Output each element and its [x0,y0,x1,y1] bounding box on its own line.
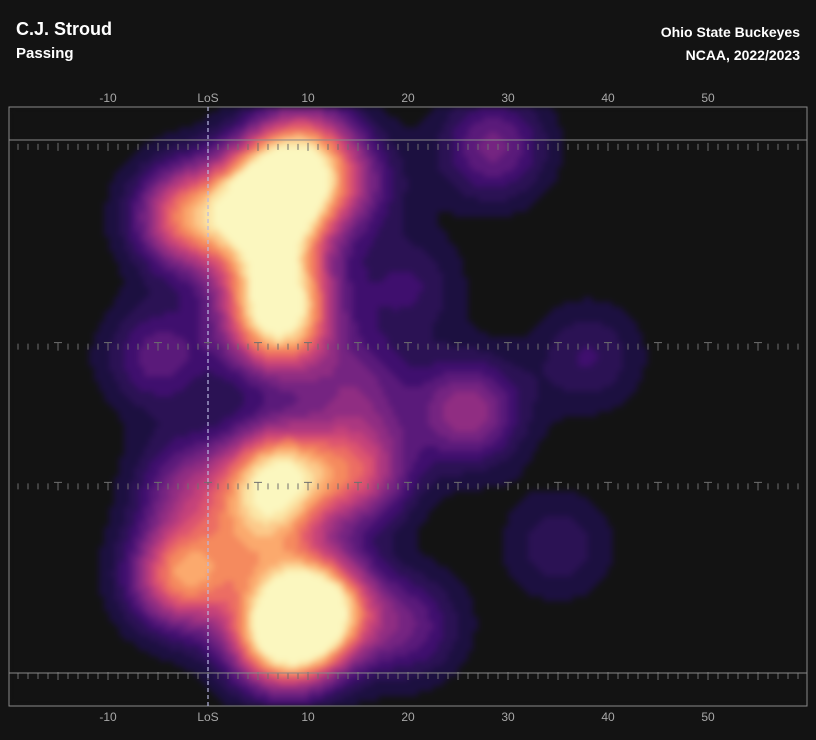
x-tick-label: -10 [99,710,117,724]
density-image [9,107,807,706]
season-label: NCAA, 2022/2023 [685,47,800,63]
hash-row [17,342,799,351]
field-frame [8,106,808,707]
player-name: C.J. Stroud [16,19,113,39]
density-layer [9,107,807,706]
hash-row [17,142,799,151]
play-type: Passing [16,45,74,62]
hash-marks [17,142,799,681]
x-tick-label: 30 [501,91,515,105]
x-tick-label: 50 [701,710,715,724]
team-name: Ohio State Buckeyes [660,24,800,40]
x-tick-label: 40 [601,710,615,724]
x-axis-top: -10 LoS 10 20 30 40 50 [99,91,715,105]
hash-row [17,481,799,491]
x-tick-label: LoS [197,91,218,105]
x-tick-label: 30 [501,710,515,724]
field-border [8,106,808,707]
x-tick-label: 50 [701,91,715,105]
x-tick-label: -10 [99,91,117,105]
x-tick-label: 10 [301,91,315,105]
x-tick-label: 20 [401,710,415,724]
x-axis-bottom: -10 LoS 10 20 30 40 50 [99,710,715,724]
hash-row [17,672,799,681]
x-tick-label: 40 [601,91,615,105]
x-tick-label: LoS [197,710,218,724]
x-tick-label: 20 [401,91,415,105]
x-tick-label: 10 [301,710,315,724]
